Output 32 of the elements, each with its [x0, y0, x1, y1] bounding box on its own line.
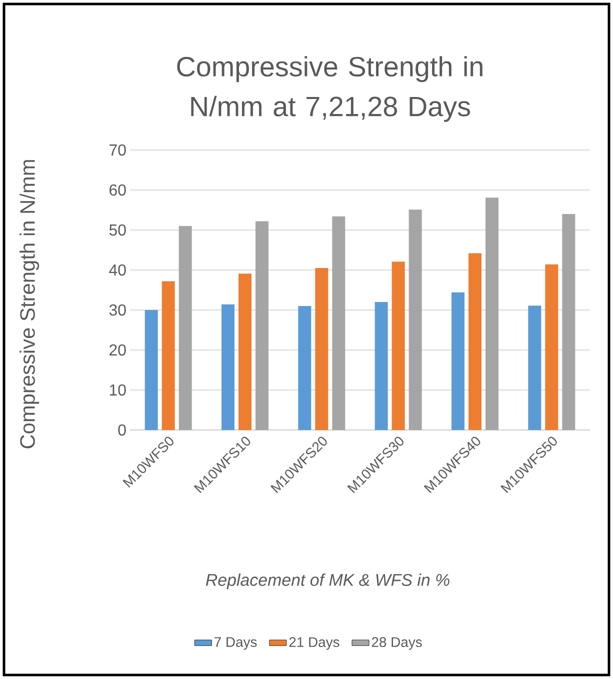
y-tick-label: 10: [110, 384, 126, 396]
x-axis-title: Replacement of MK & WFS in %: [206, 574, 450, 590]
y-axis-title: Compressive Strength in N/mm: [20, 160, 40, 448]
y-tick-label: 70: [110, 144, 126, 156]
bar: [238, 274, 252, 430]
bar: [222, 304, 234, 430]
bar: [178, 226, 192, 430]
bar: [298, 306, 312, 430]
bar: [451, 292, 464, 430]
y-tick-label: 30: [109, 304, 126, 316]
chart-title: Compressive Strength in N/mm at 7,21,28 Days: [177, 56, 482, 122]
bar: [332, 216, 346, 430]
bar: [562, 214, 576, 430]
bar: [485, 198, 498, 430]
legend-label: 7 Days: [214, 637, 257, 650]
bar: [468, 253, 482, 430]
bar: [162, 281, 175, 430]
y-tick-label: 40: [109, 264, 126, 276]
y-tick-label: 20: [110, 344, 126, 356]
bar: [315, 268, 328, 430]
bar: [528, 306, 542, 430]
bar: [144, 310, 158, 430]
bar: [545, 264, 558, 430]
legend-label: 28 Days: [372, 637, 422, 650]
legend-label: 21 Days: [289, 637, 340, 650]
bar: [374, 302, 388, 430]
y-tick-label: 0: [118, 424, 126, 436]
bar: [392, 262, 405, 430]
y-tick-label: 50: [109, 224, 126, 236]
y-tick-label: 60: [110, 184, 126, 196]
bar: [408, 210, 422, 430]
bar: [256, 221, 268, 430]
